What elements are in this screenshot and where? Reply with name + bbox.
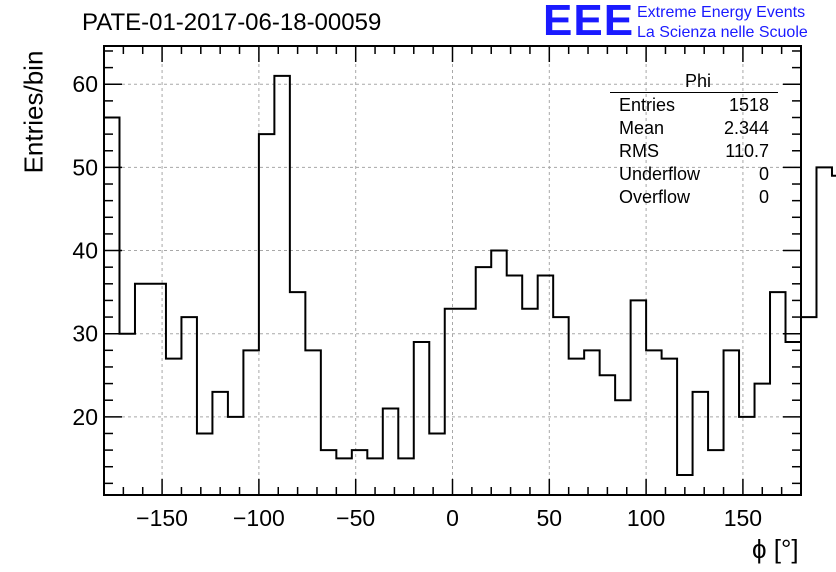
tick-labels: −150 −100 −50 0 50 100 150 20 30 40 50 60 <box>72 71 762 531</box>
stats-value: 1518 <box>728 95 769 115</box>
x-tick-label: −100 <box>233 505 285 531</box>
y-tick-label: 20 <box>72 404 98 430</box>
stats-key: Mean <box>619 118 665 138</box>
stats-row-overflow: Overflow 0 <box>610 186 778 209</box>
x-tick-label: 50 <box>537 505 563 531</box>
stats-box: Phi Entries 1518 Mean 2.344 RMS 110.7 Un… <box>610 70 778 209</box>
y-tick-label: 50 <box>72 154 98 180</box>
stats-key: RMS <box>619 141 659 161</box>
stats-divider <box>610 92 778 93</box>
x-tick-label: −50 <box>336 505 375 531</box>
x-tick-label: 0 <box>446 505 459 531</box>
x-tick-label: −150 <box>136 505 188 531</box>
chart-title: PATE-01-2017-06-18-00059 <box>82 9 382 36</box>
axis-ticks <box>103 46 802 495</box>
stats-row-rms: RMS 110.7 <box>610 140 778 163</box>
stats-row-mean: Mean 2.344 <box>610 117 778 140</box>
y-axis-label: Entries/bin <box>18 50 49 174</box>
stats-value: 110.7 <box>725 141 769 161</box>
x-tick-label: 150 <box>724 505 762 531</box>
stats-value: 2.344 <box>723 118 769 138</box>
x-axis-label: ϕ [°] <box>752 534 799 564</box>
logo-text-line1: Extreme Energy Events <box>637 4 806 21</box>
stats-row-entries: Entries 1518 <box>610 94 778 117</box>
stats-key: Overflow <box>619 187 691 207</box>
histogram-series-phi <box>104 74 836 477</box>
stats-key: Entries <box>619 95 676 115</box>
eee-logo: EEE <box>543 0 635 45</box>
y-tick-label: 60 <box>72 71 98 97</box>
stats-row-underflow: Underflow 0 <box>610 163 778 186</box>
stats-value: 0 <box>758 187 769 207</box>
stats-value: 0 <box>758 164 769 184</box>
y-tick-label: 30 <box>72 321 98 347</box>
grid <box>104 46 801 495</box>
stats-title: Phi <box>684 71 711 91</box>
y-tick-label: 40 <box>72 238 98 264</box>
x-tick-label: 100 <box>627 505 665 531</box>
logo-text-line2: La Scienza nelle Scuole <box>637 24 808 41</box>
stats-key: Underflow <box>619 164 701 184</box>
